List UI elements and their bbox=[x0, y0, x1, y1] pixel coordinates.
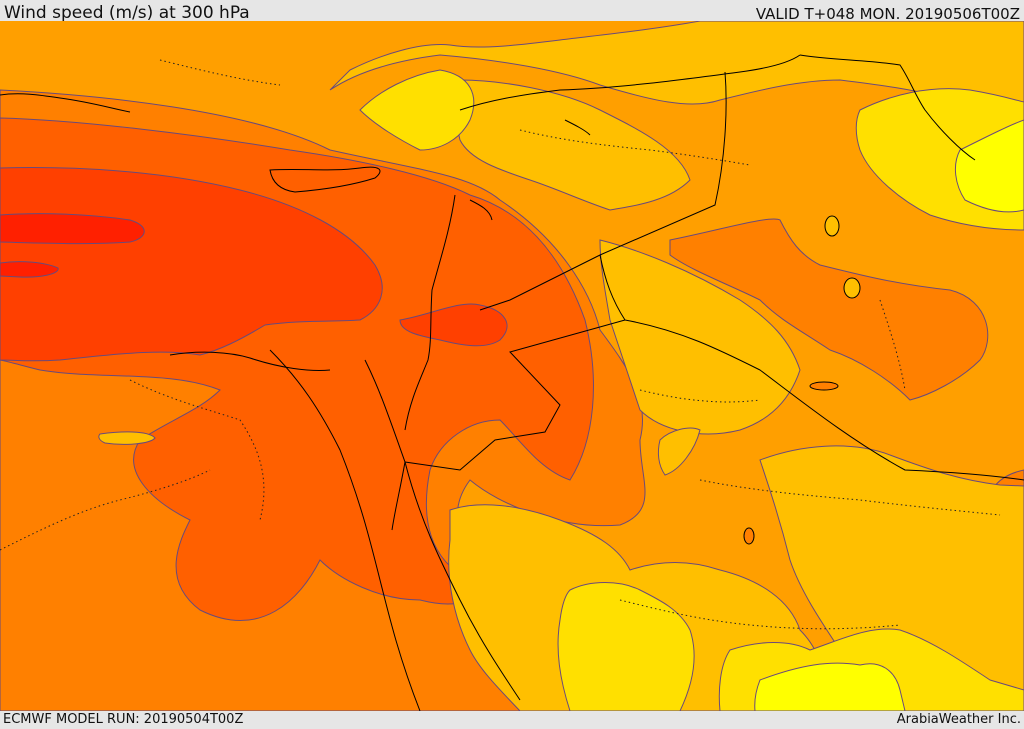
wind-band-yellow-bright-south bbox=[754, 662, 906, 711]
wind-band-amber-north bbox=[329, 21, 1024, 119]
wind-band-yellow-north bbox=[359, 69, 475, 151]
wind-speed-map bbox=[0, 21, 1024, 711]
country-borders bbox=[269, 54, 1024, 711]
wind-band-red-east bbox=[399, 303, 508, 347]
wind-band-amber-desert bbox=[599, 239, 801, 435]
valid-time-label: VALID T+048 MON. 20190506T00Z bbox=[755, 5, 1020, 23]
admin-boundaries bbox=[0, 59, 1001, 630]
wind-band-jet-core-2 bbox=[0, 261, 59, 278]
wind-band-yellow-bright bbox=[954, 119, 1024, 213]
coastlines bbox=[0, 93, 591, 371]
lake-1 bbox=[824, 215, 840, 237]
lake-3 bbox=[809, 381, 839, 391]
map-title: Wind speed (m/s) at 300 hPa bbox=[4, 3, 250, 23]
brand-label: ArabiaWeather Inc. bbox=[896, 712, 1021, 727]
wind-band-amber-lobe-2 bbox=[98, 431, 156, 445]
wind-band-jet-core bbox=[0, 213, 145, 245]
wind-band-orange-iraq bbox=[669, 218, 989, 401]
wind-band-amber-lobe-1 bbox=[657, 427, 701, 476]
lake-2 bbox=[843, 277, 861, 299]
wind-band-amber-syria bbox=[455, 79, 691, 211]
lake-4 bbox=[743, 527, 755, 545]
wind-band-yellow-arabia bbox=[557, 582, 695, 711]
model-run-label: ECMWF MODEL RUN: 20190504T00Z bbox=[3, 712, 244, 727]
